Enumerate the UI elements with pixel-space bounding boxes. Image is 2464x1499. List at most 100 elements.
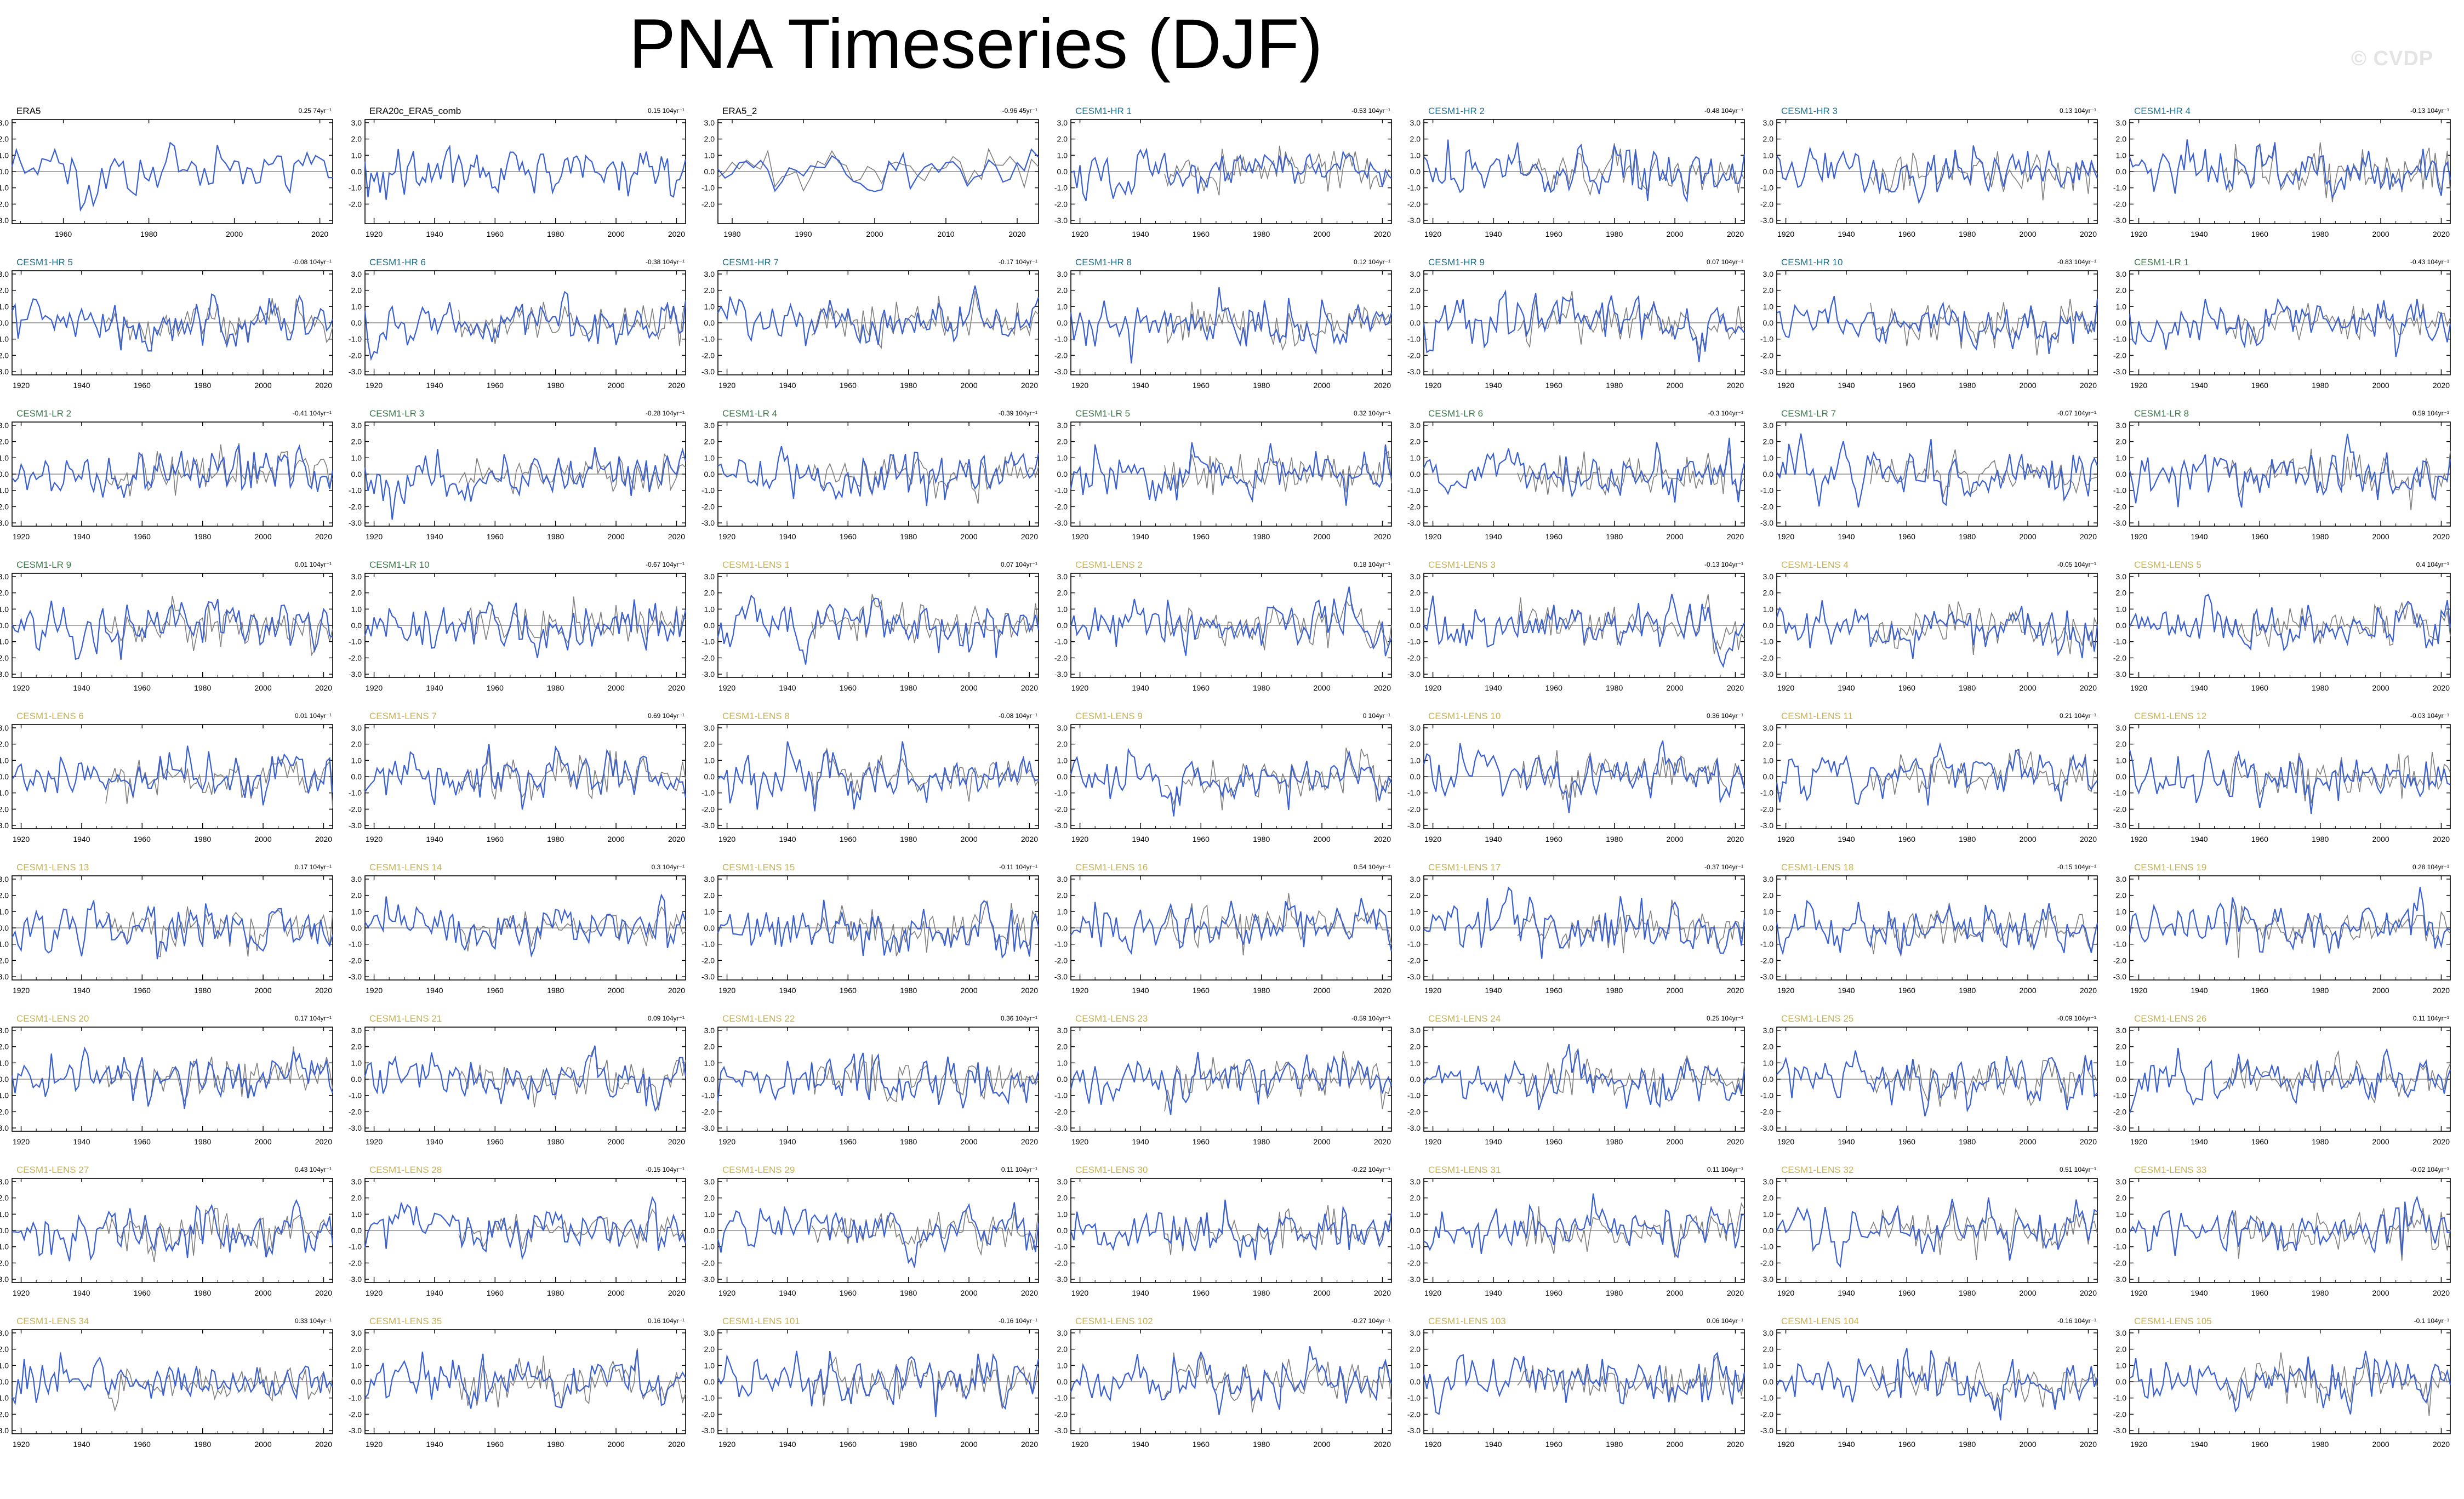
x-tick-label: 1960 bbox=[840, 532, 857, 541]
x-tick-label: 2000 bbox=[866, 230, 883, 238]
trend-label: 0.15 104yr⁻¹ bbox=[648, 107, 685, 115]
panel-label: CESM1-LENS 9 bbox=[1075, 711, 1143, 721]
y-tick-label: -1.0 bbox=[0, 486, 9, 495]
y-tick-label: -1.0 bbox=[0, 637, 9, 646]
y-tick-label: 2.0 bbox=[1057, 891, 1068, 900]
x-tick-label: 1920 bbox=[366, 1440, 383, 1449]
y-tick-label: 2.0 bbox=[1410, 1042, 1421, 1051]
x-tick-label: 1920 bbox=[2130, 1440, 2147, 1449]
pna-series-line bbox=[717, 446, 1040, 506]
y-tick-label: -1.0 bbox=[701, 184, 715, 192]
x-tick-label: 2020 bbox=[1727, 381, 1744, 390]
y-tick-label: 1.0 bbox=[1057, 1058, 1068, 1067]
reference-series-line bbox=[811, 454, 1039, 504]
y-tick-label: -2.0 bbox=[2113, 1107, 2126, 1116]
panel-label: CESM1-LENS 20 bbox=[16, 1013, 89, 1024]
x-tick-label: 2000 bbox=[607, 683, 624, 692]
y-tick-label: 2.0 bbox=[2116, 1345, 2127, 1354]
x-tick-label: 2000 bbox=[1313, 683, 1330, 692]
y-tick-label: -2.0 bbox=[1054, 805, 1068, 813]
y-tick-label: -1.0 bbox=[1054, 789, 1068, 797]
x-tick-label: 2020 bbox=[315, 835, 332, 843]
pna-series-line bbox=[1070, 1199, 1393, 1261]
x-tick-label: 1920 bbox=[13, 683, 30, 692]
y-tick-label: 2.0 bbox=[351, 589, 362, 597]
x-tick-label: 1980 bbox=[194, 532, 211, 541]
x-tick-label: 1920 bbox=[1777, 1440, 1794, 1449]
y-tick-label: -3.0 bbox=[1407, 518, 1421, 527]
trend-label: -0.22 104yr⁻¹ bbox=[1351, 1166, 1390, 1173]
y-tick-label: -1.0 bbox=[1760, 940, 1773, 949]
x-tick-label: 1960 bbox=[1898, 1137, 1915, 1146]
x-tick-label: 2020 bbox=[315, 532, 332, 541]
reference-series-line bbox=[1517, 750, 1745, 800]
x-tick-label: 1980 bbox=[1253, 1289, 1270, 1297]
y-tick-label: -1.0 bbox=[2113, 486, 2126, 495]
x-tick-label: 1940 bbox=[73, 986, 90, 995]
x-tick-label: 1920 bbox=[1777, 1137, 1794, 1146]
x-tick-label: 1960 bbox=[134, 683, 151, 692]
y-tick-label: 1.0 bbox=[2116, 907, 2127, 916]
y-tick-label: 2.0 bbox=[0, 1345, 9, 1354]
y-tick-label: 3.0 bbox=[1763, 421, 1774, 430]
y-tick-label: 1.0 bbox=[1057, 756, 1068, 765]
panel-cesm1-lens-4: CESM1-LENS 4 -0.05 104yr⁻¹ -3.0 -2.0 -1.0 0.0… bbox=[1760, 560, 2098, 692]
panel-label: CESM1-LR 9 bbox=[16, 560, 71, 570]
x-tick-label: 1960 bbox=[1898, 986, 1915, 995]
trend-label: 0.11 104yr⁻¹ bbox=[2413, 1014, 2449, 1022]
y-tick-label: -3.0 bbox=[2113, 216, 2126, 225]
y-tick-label: 3.0 bbox=[351, 723, 362, 732]
x-tick-label: 1980 bbox=[1253, 683, 1270, 692]
panel-label: CESM1-HR 3 bbox=[1781, 106, 1838, 116]
x-tick-label: 1920 bbox=[2130, 683, 2147, 692]
x-tick-label: 1940 bbox=[1485, 1289, 1502, 1297]
panel-label: CESM1-HR 4 bbox=[2134, 106, 2191, 116]
x-tick-label: 1980 bbox=[2312, 381, 2329, 390]
pna-series-line bbox=[1423, 289, 1745, 362]
y-tick-label: -3.0 bbox=[701, 1275, 715, 1284]
x-tick-label: 2000 bbox=[1313, 1137, 1330, 1146]
y-tick-label: -2.0 bbox=[1054, 502, 1068, 511]
y-tick-label: 3.0 bbox=[704, 1026, 715, 1035]
y-tick-label: -1.0 bbox=[1054, 1394, 1068, 1403]
x-tick-label: 1980 bbox=[547, 381, 564, 390]
y-tick-label: -2.0 bbox=[0, 805, 9, 813]
x-tick-label: 2020 bbox=[2433, 381, 2450, 390]
y-tick-label: 0.0 bbox=[1057, 1377, 1068, 1386]
y-tick-label: -1.0 bbox=[1760, 184, 1773, 192]
panel-cesm1-lens-103: CESM1-LENS 103 0.06 104yr⁻¹ -3.0 -2.0 -1.0 0.… bbox=[1407, 1316, 1746, 1449]
x-tick-label: 1940 bbox=[1838, 986, 1855, 995]
y-tick-label: 2.0 bbox=[2116, 891, 2127, 900]
y-tick-label: -2.0 bbox=[1760, 653, 1773, 662]
x-tick-label: 1940 bbox=[73, 1289, 90, 1297]
panel-cesm1-lens-104: CESM1-LENS 104 -0.16 104yr⁻¹ -3.0 -2.0 -1.0 0… bbox=[1760, 1316, 2098, 1449]
y-tick-label: -2.0 bbox=[0, 1107, 9, 1116]
x-tick-label: 1980 bbox=[900, 381, 917, 390]
y-tick-label: 1.0 bbox=[1057, 1210, 1068, 1218]
y-tick-label: -2.0 bbox=[349, 805, 362, 813]
panel-cesm1-hr-10: CESM1-HR 10 -0.83 104yr⁻¹ -3.0 -2.0 -1.0 0.0 1… bbox=[1760, 257, 2098, 390]
x-tick-label: 2020 bbox=[315, 986, 332, 995]
panel-label: CESM1-LENS 12 bbox=[2134, 711, 2206, 721]
x-tick-label: 1940 bbox=[426, 835, 443, 843]
panel-label: CESM1-LENS 15 bbox=[722, 862, 795, 873]
y-tick-label: -1.0 bbox=[2113, 1091, 2126, 1100]
y-tick-label: 1.0 bbox=[704, 1210, 715, 1218]
y-tick-label: 2.0 bbox=[0, 1194, 9, 1202]
x-tick-label: 1960 bbox=[840, 835, 857, 843]
x-tick-label: 1980 bbox=[1253, 835, 1270, 843]
x-tick-label: 2020 bbox=[2080, 381, 2097, 390]
y-tick-label: 2.0 bbox=[1410, 135, 1421, 144]
trend-label: -0.16 104yr⁻¹ bbox=[999, 1317, 1037, 1325]
y-tick-label: 3.0 bbox=[704, 1177, 715, 1186]
pna-series-line bbox=[11, 1046, 334, 1109]
y-tick-label: 3.0 bbox=[1057, 1329, 1068, 1337]
trend-label: 0.3 104yr⁻¹ bbox=[652, 863, 685, 871]
x-tick-label: 1980 bbox=[1959, 1440, 1976, 1449]
y-tick-label: 0.0 bbox=[704, 318, 715, 327]
x-tick-label: 1960 bbox=[55, 230, 72, 238]
pna-series-line bbox=[11, 141, 333, 212]
y-tick-label: -1.0 bbox=[1760, 1242, 1773, 1251]
y-tick-label: -1.0 bbox=[701, 486, 715, 495]
